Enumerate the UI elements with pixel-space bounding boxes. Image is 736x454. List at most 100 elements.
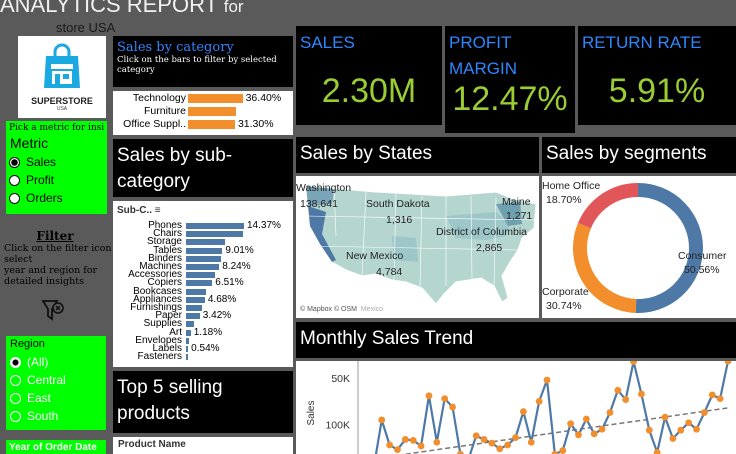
segment-slice-corporate[interactable] <box>573 222 637 313</box>
trend-point[interactable] <box>669 435 677 442</box>
trend-point[interactable] <box>449 403 456 411</box>
map-state-label: New Mexico <box>346 250 404 262</box>
states-map[interactable]: Washington 138,641 South Dakota 1,316 Maine 1… <box>296 176 539 318</box>
states-panel: Sales by States <box>296 137 539 173</box>
trend-point[interactable] <box>645 426 653 434</box>
metric-option-profit[interactable]: Profit <box>9 171 104 189</box>
trend-point[interactable] <box>441 395 449 403</box>
sub-category-value-label: 1.18% <box>193 326 223 338</box>
metric-option-orders[interactable]: Orders <box>9 189 104 207</box>
us-map-shape <box>305 185 537 305</box>
category-bar[interactable] <box>188 120 235 129</box>
trend-point[interactable] <box>590 430 598 438</box>
year-filter[interactable]: Year of Order Date <box>6 440 106 454</box>
kpi-profit-margin: PROFIT MARGIN 12.47% <box>445 26 575 133</box>
trend-point[interactable] <box>700 409 708 416</box>
trend-point[interactable] <box>488 439 496 447</box>
filter-icon[interactable] <box>40 298 66 324</box>
segment-value-label: 18.70% <box>546 194 582 206</box>
sub-category-value-label: 8.24% <box>222 261 251 272</box>
region-option-central[interactable]: Central <box>10 371 102 389</box>
category-chart: Technology 36.40% Furniture Office Suppl.. 3… <box>113 91 293 135</box>
metric-prompt: Pick a metric for insi... <box>9 123 104 133</box>
segments-panel: Sales by segments <box>542 137 736 173</box>
region-option-all[interactable]: (All) <box>10 353 102 371</box>
trend-y-axis-label: Sales <box>306 400 317 425</box>
trend-point[interactable] <box>724 361 732 365</box>
sort-icon[interactable]: ≡ <box>154 205 161 216</box>
trend-point[interactable] <box>630 361 637 365</box>
trend-point[interactable] <box>614 386 622 394</box>
trend-point[interactable] <box>535 398 543 405</box>
trend-point[interactable] <box>567 420 575 428</box>
kpi-sales: SALES 2.30M <box>296 26 442 125</box>
superstore-logo: SUPERSTORE USA <box>18 36 106 118</box>
trend-point[interactable] <box>677 426 685 434</box>
trend-point[interactable] <box>693 425 700 433</box>
sub-category-bar <box>186 272 216 279</box>
sub-category-label: Art <box>169 326 182 338</box>
trend-point[interactable] <box>425 392 433 400</box>
region-option-south[interactable]: South <box>10 407 102 425</box>
trend-point[interactable] <box>527 438 535 446</box>
segment-slice-home-office[interactable] <box>578 183 639 229</box>
category-title: Sales by category <box>117 40 234 55</box>
category-value-label: 31.30% <box>237 118 274 130</box>
trend-point[interactable] <box>543 376 551 384</box>
sub-category-bar <box>186 255 222 262</box>
sub-category-title: Sales by sub-category <box>117 145 233 192</box>
sub-category-label: Storage <box>146 236 182 248</box>
trend-y-tick-label: 50K <box>331 373 350 385</box>
trend-point[interactable] <box>394 446 401 454</box>
category-bar[interactable] <box>188 107 237 116</box>
trend-point[interactable] <box>582 415 590 423</box>
sub-category-label: Accessories <box>128 269 182 281</box>
radio-icon <box>9 174 20 186</box>
metric-option-sales[interactable]: Sales <box>9 153 104 171</box>
sub-category-label: Bookcases <box>133 285 182 297</box>
segment-slice-consumer[interactable] <box>635 183 703 313</box>
kpi-sales-label: SALES <box>300 33 355 52</box>
sub-category-bar <box>186 337 190 344</box>
trend-point[interactable] <box>409 436 417 444</box>
sub-category-label: Furnishings <box>130 302 182 313</box>
trend-point[interactable] <box>606 409 614 416</box>
trend-point[interactable] <box>559 447 567 454</box>
trend-point[interactable] <box>598 425 606 433</box>
trend-point[interactable] <box>504 441 512 449</box>
trend-point[interactable] <box>519 408 527 416</box>
trend-point[interactable] <box>512 434 519 441</box>
sub-category-label: Copiers <box>147 277 182 289</box>
trend-point[interactable] <box>575 431 582 439</box>
trend-point[interactable] <box>417 442 425 450</box>
trend-point[interactable] <box>638 390 645 398</box>
trend-point[interactable] <box>622 396 630 403</box>
trend-point[interactable] <box>496 445 504 453</box>
trend-point[interactable] <box>472 432 480 440</box>
trend-point[interactable] <box>653 449 661 454</box>
region-heading: Region <box>10 338 45 350</box>
trend-point[interactable] <box>457 450 464 454</box>
trend-point[interactable] <box>480 436 488 443</box>
radio-icon <box>10 392 21 404</box>
category-label: Technology <box>132 92 186 104</box>
category-bar[interactable] <box>188 94 243 103</box>
sub-category-bar <box>186 321 195 328</box>
region-option-east[interactable]: East <box>10 389 102 407</box>
trend-point[interactable] <box>685 419 693 427</box>
sub-category-bar <box>186 329 191 336</box>
sub-category-value-label: 14.37% <box>247 220 281 231</box>
trend-point[interactable] <box>433 438 441 446</box>
trend-point[interactable] <box>401 436 409 443</box>
trend-point[interactable] <box>661 413 669 421</box>
trend-title: Monthly Sales Trend <box>300 328 474 349</box>
trend-point[interactable] <box>551 450 559 454</box>
trend-point[interactable] <box>386 441 394 449</box>
filter-heading: Filter <box>36 229 74 243</box>
trend-point[interactable] <box>716 395 724 403</box>
trend-point[interactable] <box>708 391 716 399</box>
map-state-label: 2,865 <box>476 242 503 254</box>
trend-point[interactable] <box>378 416 386 424</box>
sub-category-bar <box>186 288 207 295</box>
metric-filter: Pick a metric for insi... Metric Sales P… <box>6 121 107 214</box>
